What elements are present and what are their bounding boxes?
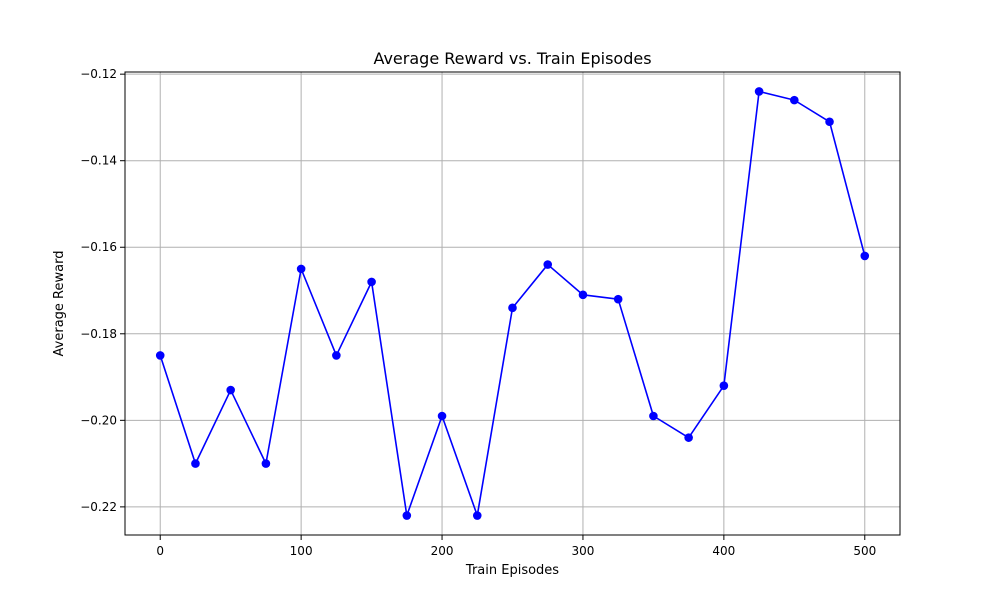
y-tick-label: −0.20 — [80, 413, 117, 427]
data-point — [825, 117, 834, 127]
y-axis-label: Average Reward — [52, 251, 67, 357]
x-tick-label: 100 — [290, 544, 313, 558]
data-point — [191, 459, 200, 468]
grid-lines — [125, 72, 900, 535]
series-layer — [155, 87, 870, 520]
data-point — [226, 385, 235, 395]
data-point — [754, 87, 764, 96]
data-point — [684, 433, 693, 442]
y-tick-label: −0.18 — [80, 327, 117, 341]
series-line — [159, 90, 866, 517]
data-point — [790, 95, 799, 105]
data-point — [367, 277, 376, 287]
y-tick-label: −0.12 — [80, 67, 117, 81]
data-point — [613, 294, 623, 304]
x-tick-label: 0 — [156, 544, 164, 558]
data-point — [402, 511, 412, 520]
chart-title: Average Reward vs. Train Episodes — [373, 49, 651, 68]
data-point — [261, 459, 271, 468]
x-tick-label: 300 — [572, 544, 595, 558]
x-tick-label: 200 — [431, 544, 454, 558]
x-axis-ticks: 0 100 200 300 400 500 — [156, 535, 876, 558]
data-point — [543, 260, 553, 269]
data-point — [649, 411, 658, 421]
data-point — [437, 411, 447, 421]
y-tick-label: −0.16 — [80, 240, 117, 254]
data-point — [578, 290, 588, 300]
data-point — [155, 351, 165, 360]
x-tick-label: 500 — [853, 544, 876, 558]
x-axis-label: Train Episodes — [465, 563, 559, 578]
data-point — [508, 303, 517, 313]
y-tick-label: −0.22 — [80, 500, 117, 514]
data-point — [296, 264, 306, 274]
y-axis-ticks: −0.12 −0.14 −0.16 −0.18 −0.20 −0.22 — [80, 67, 125, 514]
y-tick-label: −0.14 — [80, 154, 117, 168]
x-tick-label: 400 — [712, 544, 735, 558]
data-point — [719, 381, 729, 391]
plot-frame — [124, 71, 901, 536]
data-point — [332, 351, 341, 360]
data-point — [472, 511, 482, 520]
data-point — [860, 251, 870, 261]
